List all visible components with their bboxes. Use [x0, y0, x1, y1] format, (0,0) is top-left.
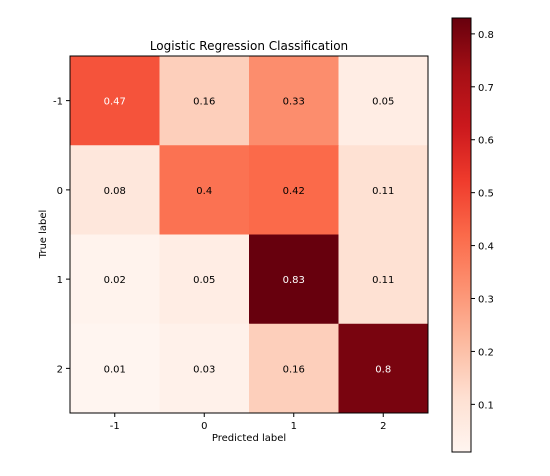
heatmap-cell: [249, 56, 339, 146]
heatmap-cell: [249, 145, 339, 235]
y-tick-label: 0: [57, 186, 63, 197]
y-tick-label: -1: [53, 97, 63, 108]
plot-frame: [69, 55, 429, 414]
colorbar-tick-label: 0.2: [478, 347, 494, 358]
heatmap-cell: [70, 323, 160, 414]
chart-title: Logistic Regression Classification: [150, 39, 348, 53]
cell-value-label: 0.03: [193, 364, 215, 375]
colorbar-tick-label: 0.3: [478, 295, 494, 306]
cell-value-label: 0.05: [372, 97, 394, 108]
y-axis-ticks: -1 0 1 2: [53, 97, 70, 375]
cell-value-label: 0.11: [372, 275, 394, 286]
colorbar-tick-label: 0.4: [478, 242, 494, 253]
colorbar-tick-label: 0.8: [478, 30, 494, 41]
x-tick-label: 1: [291, 421, 297, 432]
cell-value-label: 0.42: [283, 186, 305, 197]
x-tick-label: 0: [201, 421, 207, 432]
heatmap-cells: [70, 56, 429, 414]
x-axis-label: Predicted label: [212, 433, 286, 444]
cell-value-label: 0.4: [196, 186, 212, 197]
cell-value-label: 0.16: [283, 364, 305, 375]
cell-value-label: 0.83: [283, 275, 305, 286]
y-tick-label: 2: [57, 364, 63, 375]
heatmap-cell: [159, 145, 250, 235]
y-tick-label: 1: [57, 275, 63, 286]
heatmap-cell: [70, 145, 160, 235]
heatmap-cell: [338, 234, 429, 325]
cell-value-label: 0.05: [193, 275, 215, 286]
heatmap-cell: [249, 323, 339, 414]
x-tick-label: -1: [110, 421, 120, 432]
colorbar-tick-label: 0.1: [478, 400, 494, 411]
heatmap-cell: [338, 56, 429, 146]
heatmap-cell: [70, 234, 160, 325]
heatmap-cell: [159, 234, 250, 325]
heatmap-cell: [159, 56, 250, 146]
heatmap-cell: [338, 323, 429, 414]
cell-value-label: 0.8: [375, 364, 391, 375]
colorbar-tick-label: 0.7: [478, 83, 494, 94]
cell-value-label: 0.16: [193, 97, 215, 108]
cell-value-label: 0.11: [372, 186, 394, 197]
cell-value-label: 0.33: [283, 97, 305, 108]
heatmap-cell: [159, 323, 250, 414]
heatmap-cell: [70, 56, 160, 146]
colorbar-tick-label: 0.6: [478, 136, 494, 147]
cell-value-label: 0.08: [104, 186, 126, 197]
heatmap-cell-labels: 0.47 0.16 0.33 0.05 0.08 0.4 0.42 0.11 0.02 0.05 0…: [104, 97, 395, 376]
cell-value-label: 0.47: [104, 97, 126, 108]
colorbar-ticks: 0.1 0.2 0.3 0.4 0.5 0.6 0.7 0.8: [471, 30, 494, 411]
heatmap-cell: [338, 145, 429, 235]
cell-value-label: 0.02: [104, 275, 126, 286]
colorbar: [451, 17, 472, 453]
cell-value-label: 0.01: [104, 364, 126, 375]
heatmap-cell: [249, 234, 339, 325]
x-axis-ticks: -1 0 1 2: [110, 413, 386, 432]
x-tick-label: 2: [380, 421, 386, 432]
colorbar-tick-label: 0.5: [478, 189, 494, 200]
y-axis-label: True label: [38, 210, 49, 260]
